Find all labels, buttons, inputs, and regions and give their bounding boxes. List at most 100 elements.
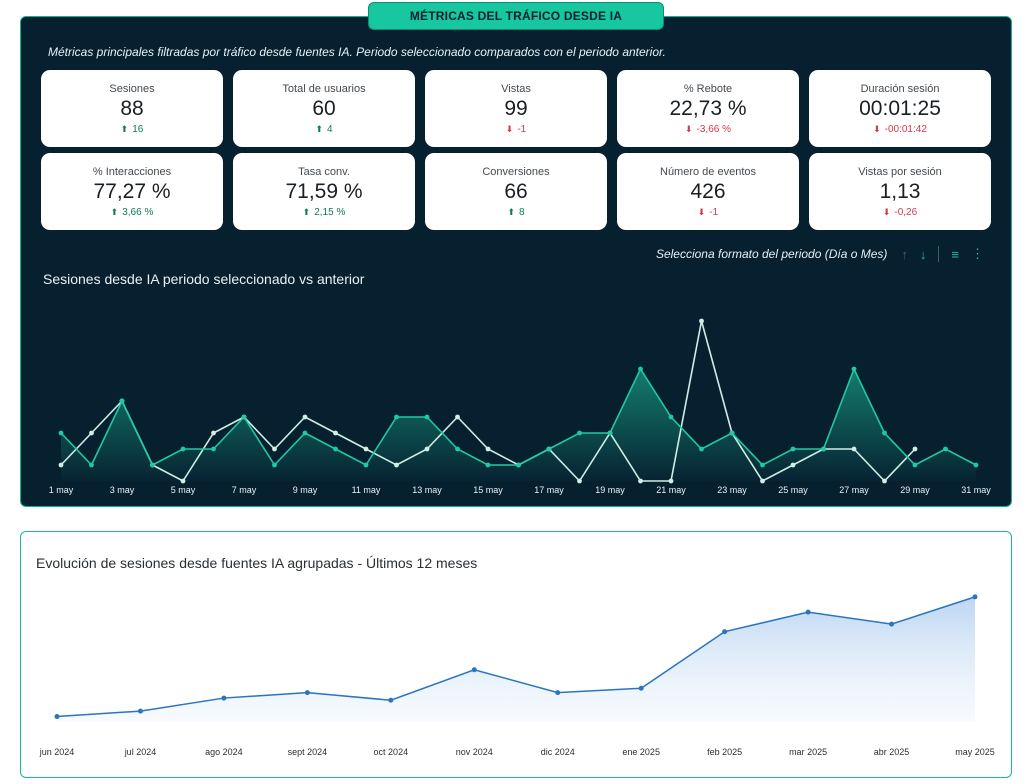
kpi-delta-value: -1 [517, 124, 527, 135]
current-period-point [302, 430, 308, 436]
trend-arrow-icon: ⬇ [873, 124, 881, 134]
kpi-card-vistas: Vistas 99 ⬇ -1 [425, 70, 607, 147]
current-period-point [58, 430, 64, 436]
more-options-icon[interactable]: ⋮ [971, 246, 984, 261]
current-period-point [241, 414, 247, 420]
current-period-point [485, 462, 491, 468]
current-period-point [394, 414, 399, 420]
x-tick-label: oct 2024 [374, 747, 409, 757]
period-format-label[interactable]: Selecciona formato del periodo (Día o Me… [655, 247, 888, 261]
kpi-value: 66 [504, 180, 528, 203]
kpi-value: 60 [312, 97, 336, 120]
kpi-card-vistas-sesion: Vistas por sesión 1,13 ⬇ -0,26 [809, 153, 991, 230]
x-tick-label: jun 2024 [39, 747, 75, 757]
kpi-label: % Rebote [683, 83, 733, 95]
monthly-point [972, 594, 978, 600]
kpi-delta-value: 4 [326, 124, 333, 135]
kpi-delta-value: -0,26 [894, 207, 918, 218]
kpi-label: Duración sesión [860, 83, 940, 95]
previous-period-point [577, 478, 582, 484]
kpi-delta-value: 2,15 % [314, 207, 346, 218]
x-tick-label: 1 may [49, 485, 74, 495]
previous-period-point [760, 478, 765, 484]
trend-arrow-icon: ⬇ [697, 207, 706, 217]
monthly-chart-title: Evolución de sesiones desde fuentes IA a… [36, 555, 478, 571]
current-period-point [89, 462, 94, 468]
monthly-sessions-chart: jun 2024 jul 2024 ago 2024 sept 2024 oct 202… [39, 594, 995, 757]
current-period-point [455, 446, 460, 452]
panel-subtitle: Métricas principales filtradas por tráfi… [48, 45, 666, 59]
kpi-delta: ⬇ -3,66 % [617, 122, 799, 137]
kpi-value: 00:01:25 [859, 97, 941, 120]
current-period-point [851, 366, 857, 372]
previous-period-point [699, 318, 704, 324]
current-period-point [577, 430, 582, 436]
current-period-point [211, 446, 216, 452]
x-tick-label: 13 may [412, 485, 442, 495]
previous-period-point [455, 414, 460, 420]
previous-period-point [180, 478, 186, 484]
kpi-card-interacciones: % Interacciones 77,27 % ⬆ 3,66 % [41, 153, 223, 230]
kpi-delta-value: -3,66 % [696, 124, 731, 135]
kpi-delta: ⬇ -1 [425, 122, 607, 137]
x-tick-label: ago 2024 [205, 747, 243, 757]
current-period-point [424, 414, 430, 420]
kpi-delta-value: -00:01:42 [884, 124, 927, 135]
x-tick-label: 5 may [171, 485, 196, 495]
previous-period-point [302, 414, 308, 420]
kpi-label: Vistas por sesión [858, 166, 942, 178]
x-tick-label: ene 2025 [622, 747, 660, 757]
monthly-point [471, 667, 477, 673]
previous-period-point [363, 446, 369, 452]
kpi-label: Vistas [501, 83, 531, 95]
current-period-point [973, 462, 979, 468]
x-tick-label: 21 may [656, 485, 686, 495]
x-tick-label: 7 may [232, 485, 257, 495]
current-period-area [61, 369, 976, 481]
kpi-delta-value: -1 [709, 207, 719, 218]
monthly-point [388, 697, 394, 703]
monthly-line [56, 596, 976, 718]
monthly-point [221, 695, 227, 701]
current-period-point [516, 462, 521, 468]
current-period-point [882, 430, 887, 436]
kpi-delta: ⬇ -0,26 [809, 205, 991, 220]
kpi-card-tasa-conv: Tasa conv. 71,59 % ⬆ 2,15 % [233, 153, 415, 230]
x-tick-label: sept 2024 [288, 747, 328, 757]
sort-ascending-icon[interactable]: ↑ [901, 246, 908, 262]
previous-period-point [211, 430, 216, 436]
current-period-point [363, 462, 369, 468]
filter-icon[interactable]: ≡ [951, 246, 959, 262]
kpi-label: Conversiones [482, 166, 550, 178]
kpi-delta: ⬆ 8 [425, 205, 607, 220]
previous-period-point [851, 446, 857, 452]
kpi-value: 22,73 % [669, 97, 747, 120]
period-toolbar: Selecciona formato del periodo (Día o Me… [656, 246, 984, 262]
x-tick-label: 23 may [717, 485, 747, 495]
x-tick-label: feb 2025 [707, 747, 742, 757]
sort-descending-icon[interactable]: ↓ [919, 246, 927, 262]
x-tick-label: jul 2024 [124, 747, 157, 757]
kpi-value: 426 [690, 180, 726, 203]
x-tick-label: abr 2025 [874, 747, 910, 757]
x-tick-label: 3 may [110, 485, 135, 495]
previous-period-point [485, 446, 491, 452]
previous-period-point [424, 446, 430, 452]
current-period-point [607, 430, 613, 436]
monthly-point [805, 609, 811, 615]
kpi-delta-value: 3,66 % [122, 207, 154, 218]
current-period-point [699, 446, 704, 452]
kpi-label: Número de eventos [660, 166, 756, 178]
x-tick-label: nov 2024 [456, 747, 493, 757]
kpi-delta: ⬆ 16 [41, 122, 223, 137]
current-period-point [821, 446, 826, 452]
monthly-point [137, 708, 143, 714]
kpi-delta: ⬇ -00:01:42 [809, 122, 991, 137]
kpi-delta: ⬆ 4 [233, 122, 415, 137]
monthly-point [304, 690, 310, 696]
trend-arrow-icon: ⬇ [882, 207, 891, 217]
section-header: MÉTRICAS DEL TRÁFICO DESDE IA [368, 2, 664, 30]
current-period-point [333, 446, 338, 452]
toolbar-divider [938, 246, 940, 262]
